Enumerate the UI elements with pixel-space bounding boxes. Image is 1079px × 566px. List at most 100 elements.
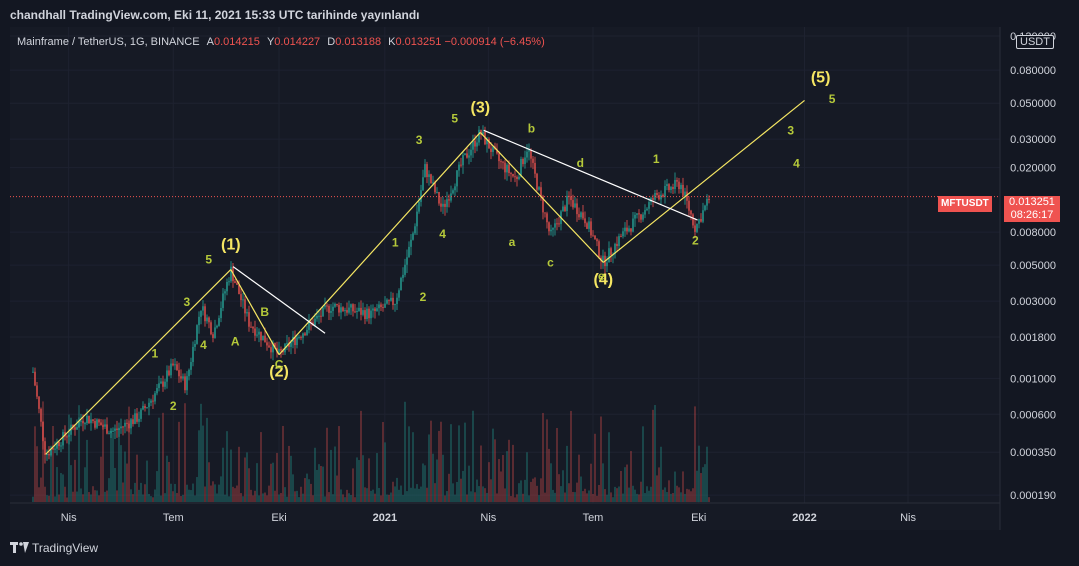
volume-bar [702,467,704,502]
volume-bar [178,421,180,502]
candle-body [530,150,532,159]
volume-bar [396,477,398,502]
volume-bar [598,484,600,502]
trend-line [232,266,326,334]
candle-body [326,305,328,307]
volume-bar [420,486,422,502]
candle-body [134,413,136,424]
volume-bar [422,463,424,502]
candle-body [158,383,160,389]
volume-bar [252,495,254,502]
volume-bar [654,405,656,502]
candle-body [240,294,242,301]
volume-bar [46,495,48,502]
volume-bar [662,489,664,502]
candle-body [148,402,150,408]
candle-body [200,310,202,317]
candle-body [398,290,400,298]
volume-bar [340,489,342,502]
volume-bar [96,490,98,502]
volume-bar [164,493,166,502]
candle-body [630,228,632,232]
candle-body [602,255,604,261]
candle-body [372,308,374,311]
volume-bar [356,457,358,502]
volume-bar [670,493,672,502]
candle-body [320,315,322,317]
volume-bar [428,434,430,502]
candle-body [390,297,392,301]
candle-body [624,227,626,232]
candle-body [204,306,206,322]
volume-bar [350,495,352,502]
volume-bar [332,494,334,502]
candle-body [452,190,454,194]
volume-bar [584,488,586,502]
volume-bar [346,489,348,502]
volume-bar [196,477,198,502]
volume-bar [254,490,256,502]
volume-bar [456,481,458,502]
candle-body [636,213,638,215]
volume-bar [198,430,200,502]
candle-body [130,419,132,429]
candle-body [184,376,186,391]
volume-bar [80,488,82,502]
chart-area[interactable] [10,27,1000,530]
volume-bar [72,491,74,502]
volume-bar [134,482,136,502]
candle-body [36,385,38,397]
candle-body [96,419,98,428]
volume-bar [526,452,528,502]
price-tick-label: 0.050000 [1010,98,1056,110]
candle-body [206,317,208,322]
volume-bar [698,445,700,502]
currency-button[interactable]: USDT [1016,35,1054,49]
volume-bar [312,495,314,502]
footer: TradingView [0,530,1079,566]
candle-body [466,153,468,158]
candle-body [666,184,668,186]
volume-bar [646,486,648,502]
wave-line [479,132,604,263]
candle-body [350,304,352,308]
candle-body [472,140,474,150]
volume-bar [658,467,660,502]
volume-bar [188,489,190,502]
candle-body [538,187,540,190]
volume-bar [538,495,540,502]
candle-body [332,306,334,311]
volume-bar [206,417,208,502]
volume-bar [384,442,386,502]
volume-bar [32,496,34,502]
volume-bar [34,426,36,502]
volume-bar [692,488,694,502]
candle-body [524,157,526,165]
volume-bar [110,429,112,502]
volume-bar [184,403,186,502]
volume-bar [548,448,550,502]
candle-body [464,153,466,156]
volume-bar [122,482,124,502]
candle-body [430,174,432,183]
candle-body [694,225,696,232]
candle-body [74,427,76,430]
price-axis[interactable] [1000,27,1079,530]
candle-body [68,434,70,437]
candle-body [192,346,194,363]
candle-body [226,281,228,292]
volume-bar [66,497,68,502]
time-tick-label: Tem [583,512,604,524]
volume-bar [370,490,372,502]
candle-body [208,317,210,323]
volume-bar [632,485,634,502]
volume-bar [58,494,60,502]
volume-bar [558,474,560,502]
candle-body [486,138,488,145]
candle-body [526,151,528,158]
candle-body [702,210,704,222]
candle-body [440,203,442,207]
volume-bar [434,483,436,502]
candle-body [416,211,418,227]
volume-bar [678,487,680,502]
